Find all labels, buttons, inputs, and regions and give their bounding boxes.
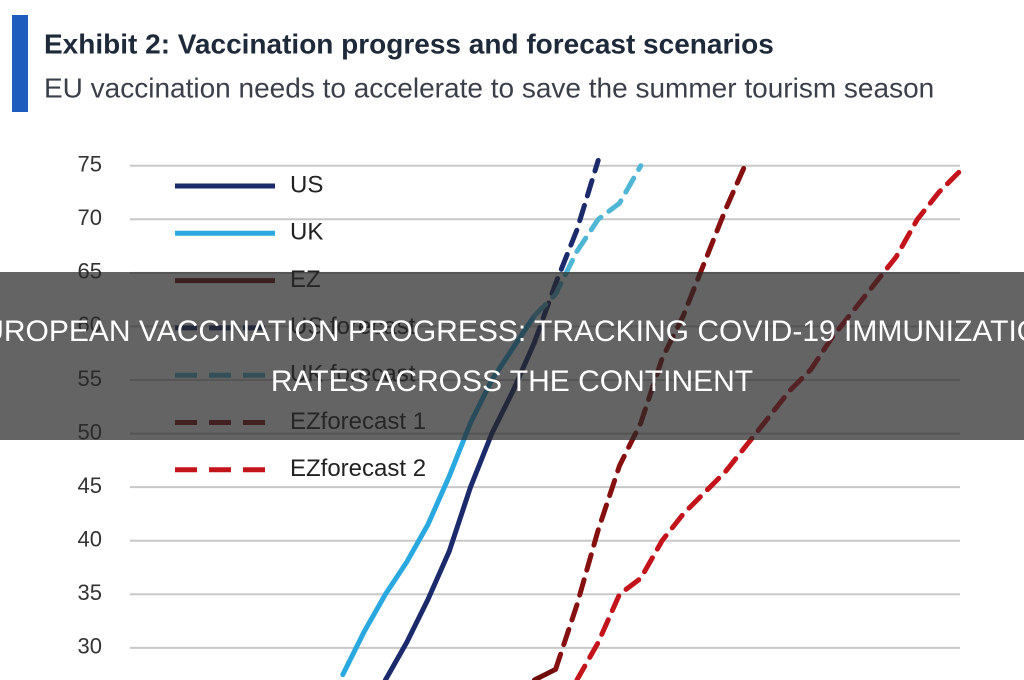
legend-label: EZforecast 2: [290, 455, 426, 482]
y-tick-label: 35: [78, 580, 102, 605]
chart-subtitle: EU vaccination needs to accelerate to sa…: [44, 72, 934, 103]
y-tick-label: 30: [78, 634, 102, 659]
y-tick-label: 40: [78, 527, 102, 552]
y-tick-label: 70: [78, 205, 102, 230]
y-tick-label: 45: [78, 473, 102, 498]
chart-title: Exhibit 2: Vaccination progress and fore…: [44, 28, 774, 59]
overlay-title: European vaccination progress: Tracking …: [0, 315, 1024, 348]
overlay-band: [0, 272, 1024, 440]
title-bar: [12, 15, 28, 112]
overlay-title: rates across the continent: [271, 365, 753, 398]
y-tick-label: 75: [78, 152, 102, 177]
series-line: [531, 666, 559, 680]
legend-label: UK: [290, 219, 323, 246]
legend-label: US: [290, 171, 323, 198]
